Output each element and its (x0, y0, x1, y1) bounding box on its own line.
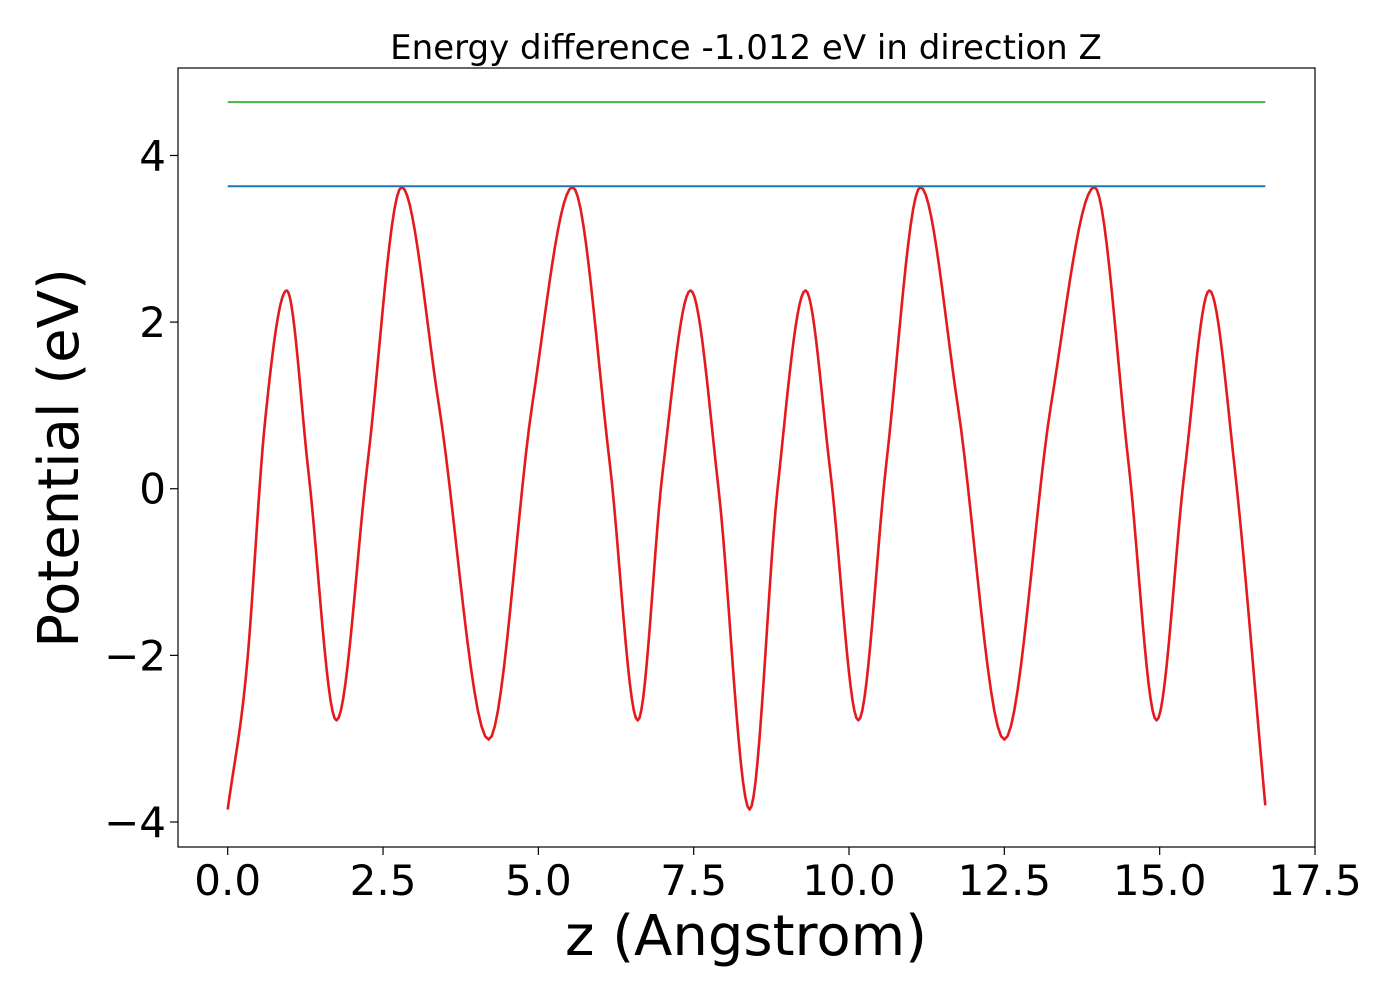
y-tick-label: 0 (139, 465, 166, 514)
x-tick-label: 15.0 (1113, 856, 1207, 905)
x-tick-label: 2.5 (350, 856, 417, 905)
x-axis-label: z (Angstrom) (565, 904, 927, 969)
x-axis: 0.0 2.5 5.0 7.5 10.0 12.5 15.0 17.5 (194, 847, 1362, 905)
x-tick-label: 5.0 (505, 856, 572, 905)
y-axis-label: Potential (eV) (27, 268, 92, 648)
x-tick-label: 12.5 (958, 856, 1052, 905)
x-tick-label: 0.0 (194, 856, 261, 905)
x-tick-label: 7.5 (660, 856, 727, 905)
plot-frame (177, 67, 1316, 848)
y-axis: −4 −2 0 2 4 (104, 131, 178, 847)
y-tick-label: −4 (104, 798, 166, 847)
potential-curve (226, 185, 1267, 811)
x-tick-label: 10.0 (802, 856, 896, 905)
plot-area (226, 101, 1267, 811)
x-tick-label: 17.5 (1268, 856, 1362, 905)
y-tick-label: 2 (139, 298, 166, 347)
chart-title: Energy difference -1.012 eV in direction… (390, 28, 1102, 68)
y-tick-label: −2 (104, 631, 166, 680)
y-tick-label: 4 (139, 131, 166, 180)
